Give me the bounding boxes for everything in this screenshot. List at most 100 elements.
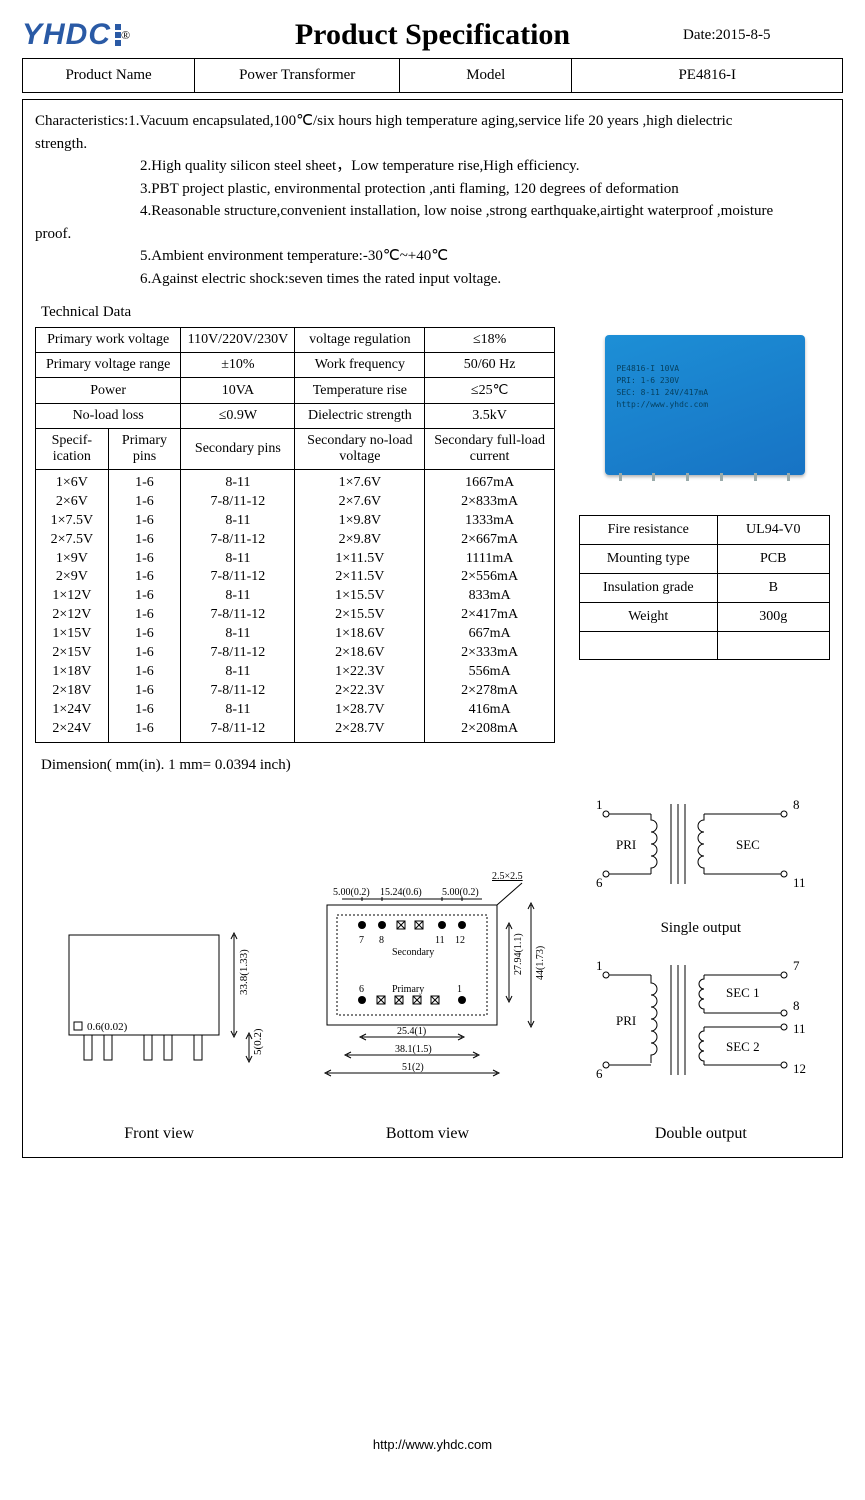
schematic-diagrams: 1 6 8 11 PRI SEC Single output [586,794,816,1143]
svg-text:SEC 1: SEC 1 [726,985,760,1000]
h1: Specif-ication [36,429,109,470]
svg-text:11: 11 [793,1021,806,1036]
svg-text:0.6(0.02): 0.6(0.02) [87,1021,128,1033]
char-1b: strength. [35,133,830,156]
char-6: 6.Against electric shock:seven times the… [140,268,501,291]
svg-text:PRI: PRI [616,837,636,852]
svg-text:PRI: PRI [616,1013,636,1028]
svg-text:12: 12 [793,1061,806,1076]
col2: 1-6 1-6 1-6 1-6 1-6 1-6 1-6 1-6 1-6 1-6 … [108,470,181,743]
r4c1: No-load loss [36,404,181,429]
r2c1: Primary voltage range [36,353,181,378]
col3: 8-11 7-8/11-12 8-11 7-8/11-12 8-11 7-8/1… [181,470,295,743]
svg-text:1: 1 [457,984,462,995]
r4c3: Dielectric strength [295,404,425,429]
svg-text:44(1.73): 44(1.73) [535,946,546,980]
footer-url: http://www.yhdc.com [0,1437,865,1452]
r4c2: ≤0.9W [181,404,295,429]
svg-text:5.00(0.2): 5.00(0.2) [333,887,370,898]
logo-text: YHDC [22,18,111,52]
tech-table: Primary work voltage 110V/220V/230V volt… [35,327,555,743]
svg-text:11: 11 [793,875,806,890]
s2l: Mounting type [580,545,718,574]
page-title: Product Specification [182,18,683,52]
r2c3: Work frequency [295,353,425,378]
logo: YHDC ® [22,18,182,52]
r3c4: ≤25℃ [425,378,555,404]
svg-text:2.5×2.5: 2.5×2.5 [492,871,523,882]
r2c2: ±10% [181,353,295,378]
svg-text:7: 7 [359,935,364,946]
h3: Secondary pins [181,429,295,470]
r1c3: voltage regulation [295,328,425,353]
s1v: UL94-V0 [717,516,830,545]
char-2: 2.High quality silicon steel sheet，Low t… [140,155,579,178]
r3c3: Temperature rise [295,378,425,404]
svg-text:15.24(0.6): 15.24(0.6) [380,887,422,898]
product-table: Product Name Power Transformer Model PE4… [22,58,843,93]
svg-text:SEC 2: SEC 2 [726,1039,760,1054]
r2c4: 50/60 Hz [425,353,555,378]
char-4a: 4.Reasonable structure,convenient instal… [140,200,773,223]
date: Date:2015-8-5 [683,27,843,44]
s5v [717,632,830,660]
date-label: Date: [683,27,715,43]
h5: Secondary full-load current [425,429,555,470]
s1l: Fire resistance [580,516,718,545]
char-1a: 1.Vacuum encapsulated,100℃/six hours hig… [128,110,732,133]
model-value: PE4816-I [572,59,843,93]
front-view-diagram: 0.6(0.02) 33.8(1.33) 5(0.2) Front view [49,915,269,1143]
svg-text:8: 8 [793,998,800,1013]
front-view-caption: Front view [49,1125,269,1143]
r3c2: 10VA [181,378,295,404]
r1c4: ≤18% [425,328,555,353]
img-l2: PRI: 1-6 230V [617,375,795,387]
svg-text:11: 11 [435,935,445,946]
col4: 1×7.6V 2×7.6V 1×9.8V 2×9.8V 1×11.5V 2×11… [295,470,425,743]
double-output-caption: Double output [586,1125,816,1143]
s3l: Insulation grade [580,574,718,603]
svg-text:12: 12 [455,935,465,946]
characteristics: Characteristics:1.Vacuum encapsulated,10… [35,110,830,290]
svg-text:5.00(0.2): 5.00(0.2) [442,887,479,898]
r3c1: Power [36,378,181,404]
bottom-view-diagram: 7 8 11 12 Secondary 6 [297,865,557,1143]
h2: Primary pins [108,429,181,470]
svg-text:38.1(1.5): 38.1(1.5) [395,1044,432,1055]
model-label: Model [400,59,572,93]
svg-text:33.8(1.33): 33.8(1.33) [238,949,250,995]
r1c2: 110V/220V/230V [181,328,295,353]
properties-table: Fire resistanceUL94-V0 Mounting typePCB … [579,515,830,660]
date-value: 2015-8-5 [715,27,770,43]
svg-text:27.94(1.1): 27.94(1.1) [513,934,524,976]
svg-text:6: 6 [359,984,364,995]
col1: 1×6V 2×6V 1×7.5V 2×7.5V 1×9V 2×9V 1×12V … [36,470,109,743]
img-l1: PE4816-I 10VA [617,363,795,375]
dim-heading: Dimension( mm(in). 1 mm= 0.0394 inch) [41,757,830,774]
svg-text:7: 7 [793,958,800,973]
svg-text:Primary: Primary [392,984,424,995]
svg-text:6: 6 [596,1066,603,1081]
s3v: B [717,574,830,603]
single-output-caption: Single output [586,920,816,937]
svg-text:5(0.2): 5(0.2) [252,1029,264,1056]
svg-text:6: 6 [596,875,603,890]
product-name-label: Product Name [23,59,195,93]
img-l3: SEC: 8-11 24V/417mA [617,387,795,399]
s4l: Weight [580,603,718,632]
char-4b: proof. [35,223,830,246]
s2v: PCB [717,545,830,574]
s4v: 300g [717,603,830,632]
h4: Secondary no-load voltage [295,429,425,470]
r1c1: Primary work voltage [36,328,181,353]
col5: 1667mA 2×833mA 1333mA 2×667mA 1111mA 2×5… [425,470,555,743]
svg-text:8: 8 [379,935,384,946]
svg-text:1: 1 [596,797,603,812]
product-image: PE4816-I 10VA PRI: 1-6 230V SEC: 8-11 24… [605,335,805,475]
r4c4: 3.5kV [425,404,555,429]
img-l4: http://www.yhdc.com [617,399,795,411]
char-3: 3.PBT project plastic, environmental pro… [140,178,679,201]
svg-text:51(2): 51(2) [402,1062,424,1073]
char-prefix: Characteristics: [35,110,128,133]
svg-text:1: 1 [596,958,603,973]
